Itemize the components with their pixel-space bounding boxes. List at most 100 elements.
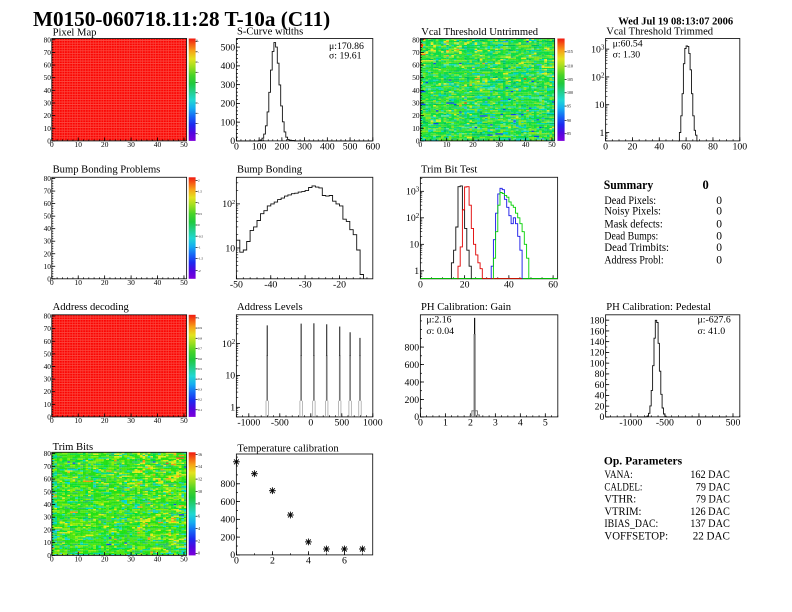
svg-text:102: 102 — [591, 72, 605, 83]
svg-text:40: 40 — [595, 391, 605, 402]
svg-text:40: 40 — [522, 140, 530, 149]
svg-text:PH Calibration: Pedestal: PH Calibration: Pedestal — [606, 302, 711, 313]
svg-text:-500: -500 — [271, 418, 289, 429]
svg-text:Trim Bits: Trim Bits — [53, 442, 94, 453]
svg-text:20: 20 — [412, 111, 420, 120]
svg-text:2: 2 — [198, 538, 200, 543]
svg-text:20: 20 — [44, 526, 52, 535]
svg-text:70: 70 — [412, 48, 420, 57]
svg-text:μ:-627.6: μ:-627.6 — [698, 315, 731, 326]
svg-text:0: 0 — [234, 142, 239, 153]
svg-text:80: 80 — [44, 312, 52, 321]
svg-text:85: 85 — [567, 131, 571, 136]
svg-text:σ: 0.04: σ: 0.04 — [426, 326, 454, 337]
svg-text:20: 20 — [101, 416, 109, 425]
svg-text:79 DAC: 79 DAC — [696, 481, 730, 493]
svg-text:-0.5: -0.5 — [198, 234, 203, 238]
svg-text:0.2: 0.2 — [198, 398, 202, 402]
svg-text:Address Probl:: Address Probl: — [604, 255, 663, 267]
svg-text:500: 500 — [334, 418, 349, 429]
svg-text:110: 110 — [567, 64, 573, 69]
svg-text:100: 100 — [732, 142, 747, 153]
svg-text:0: 0 — [419, 140, 423, 149]
svg-text:50: 50 — [180, 555, 188, 564]
svg-text:4: 4 — [198, 526, 200, 531]
svg-text:10: 10 — [44, 538, 52, 547]
svg-text:800: 800 — [404, 342, 419, 353]
svg-text:0.5: 0.5 — [198, 212, 202, 216]
svg-text:Vcal Threshold Untrimmed: Vcal Threshold Untrimmed — [421, 27, 539, 38]
svg-text:70: 70 — [44, 187, 52, 196]
svg-text:80: 80 — [595, 369, 605, 380]
svg-text:14: 14 — [198, 464, 202, 469]
svg-text:0: 0 — [47, 136, 51, 145]
svg-text:0.4: 0.4 — [198, 377, 202, 381]
svg-text:16: 16 — [198, 452, 202, 457]
svg-text:-: - — [198, 70, 199, 74]
svg-text:10: 10 — [75, 140, 83, 149]
svg-text:-500: -500 — [656, 418, 674, 429]
svg-text:20: 20 — [595, 402, 605, 413]
svg-text:50: 50 — [44, 73, 52, 82]
svg-text:o: o — [196, 38, 198, 42]
svg-text:20: 20 — [460, 279, 470, 290]
svg-text:Pixel Map: Pixel Map — [53, 28, 97, 39]
svg-text:μ:170.86: μ:170.86 — [329, 41, 364, 52]
svg-text:80: 80 — [44, 449, 52, 458]
svg-text:0: 0 — [50, 416, 54, 425]
svg-text:200: 200 — [220, 99, 235, 110]
svg-text:80: 80 — [708, 142, 718, 153]
svg-text:0: 0 — [716, 195, 722, 207]
svg-text:20: 20 — [101, 278, 109, 287]
svg-text:10: 10 — [44, 262, 52, 271]
svg-text:30: 30 — [44, 513, 52, 522]
svg-text:0.9: 0.9 — [198, 326, 202, 330]
svg-text:-: - — [198, 111, 199, 115]
svg-text:0: 0 — [418, 418, 423, 429]
svg-text:60: 60 — [44, 337, 52, 346]
svg-text:1: 1 — [198, 201, 200, 205]
svg-text:105: 105 — [567, 77, 573, 82]
svg-text:20: 20 — [44, 111, 52, 120]
svg-text:50: 50 — [44, 349, 52, 358]
svg-text:1: 1 — [230, 403, 235, 414]
svg-text:20: 20 — [101, 555, 109, 564]
svg-text:0: 0 — [696, 418, 701, 429]
svg-text:30: 30 — [127, 416, 135, 425]
svg-text:-30: -30 — [299, 279, 312, 290]
svg-text:-40: -40 — [264, 279, 277, 290]
svg-text:20: 20 — [628, 142, 638, 153]
svg-text:50: 50 — [44, 212, 52, 221]
svg-text:300: 300 — [220, 80, 235, 91]
svg-text:200: 200 — [220, 533, 235, 544]
svg-text:30: 30 — [44, 375, 52, 384]
svg-text:103: 103 — [406, 187, 420, 198]
svg-text:0.3: 0.3 — [198, 388, 202, 392]
svg-text:90: 90 — [567, 118, 571, 123]
svg-text:0: 0 — [702, 178, 708, 192]
svg-text:30: 30 — [44, 237, 52, 246]
svg-text:20: 20 — [44, 387, 52, 396]
svg-text:30: 30 — [496, 140, 504, 149]
svg-text:102: 102 — [222, 339, 236, 350]
svg-text:Dead Pixels:: Dead Pixels: — [604, 195, 656, 207]
svg-text:20: 20 — [101, 140, 109, 149]
svg-text:80: 80 — [412, 35, 420, 44]
svg-text:0: 0 — [716, 242, 722, 254]
svg-text:σ: 41.0: σ: 41.0 — [698, 326, 726, 337]
svg-text:0.7: 0.7 — [198, 347, 202, 351]
svg-text:400: 400 — [220, 61, 235, 72]
svg-text:PH Calibration: Gain: PH Calibration: Gain — [421, 302, 512, 313]
svg-text:60: 60 — [548, 279, 558, 290]
svg-text:40: 40 — [44, 362, 52, 371]
svg-text:0.1: 0.1 — [198, 408, 202, 412]
svg-text:500: 500 — [726, 418, 741, 429]
svg-text:30: 30 — [127, 555, 135, 564]
svg-text:100: 100 — [567, 90, 573, 95]
svg-text:800: 800 — [220, 479, 235, 490]
svg-text:115: 115 — [567, 49, 573, 54]
svg-text:40: 40 — [654, 142, 664, 153]
svg-text:100: 100 — [220, 118, 235, 129]
svg-text:Wed Jul 19 08:13:07 2006: Wed Jul 19 08:13:07 2006 — [618, 17, 733, 28]
svg-text:60: 60 — [681, 142, 691, 153]
